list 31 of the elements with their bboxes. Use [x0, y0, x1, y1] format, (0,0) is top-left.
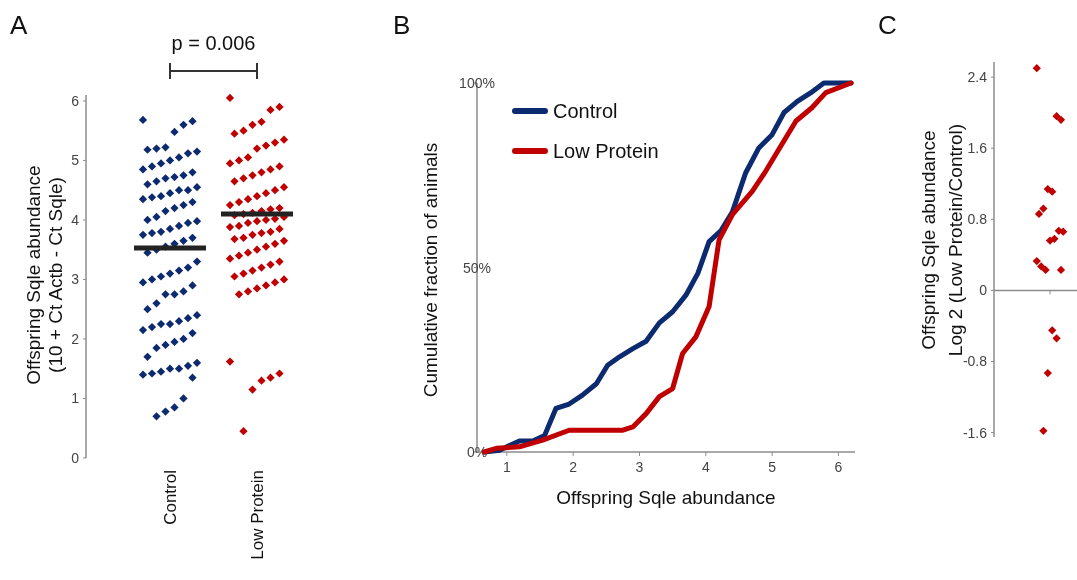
x-axis-title: Offspring Sqle abundance — [556, 487, 776, 508]
y-tick-label: 1.6 — [967, 140, 988, 157]
x-tick-label: Control — [161, 470, 180, 525]
x-tick-label: 3 — [635, 459, 644, 475]
y-tick-label: 2 — [71, 330, 80, 347]
legend-label: Control — [553, 100, 618, 122]
y-tick-label: 3 — [71, 271, 80, 288]
x-tick-label: 5 — [768, 459, 777, 475]
y-axis-title: Offspring Sqle abundance (10 + Ct Actb - Ct Sqle) — [23, 165, 66, 385]
y-axis-title: Cumulative fraction of animals — [420, 142, 441, 398]
y-tick-label: 4 — [71, 211, 80, 228]
x-tick-label: 2 — [569, 459, 578, 475]
chart-title: C — [878, 10, 897, 40]
legend-label: Low Protein — [553, 140, 659, 162]
y-tick-label: 5 — [71, 152, 80, 169]
y-tick-label: 0 — [979, 282, 988, 299]
y-tick-label: 6 — [71, 92, 80, 109]
x-tick-label: 4 — [701, 459, 710, 475]
chart-title: A — [10, 10, 28, 40]
chart-title: B — [393, 10, 411, 40]
y-tick-label: 0 — [71, 450, 80, 466]
y-tick-label: 50% — [462, 259, 492, 276]
y-tick-label: 100% — [459, 75, 495, 91]
text: p = 0.006 — [171, 32, 256, 54]
y-tick-label: 2.4 — [967, 69, 988, 86]
y-tick-label: 1 — [71, 390, 80, 407]
y-tick-label: -1.6 — [962, 424, 988, 441]
x-tick-label: 1 — [502, 459, 511, 475]
y-tick-label: 0.8 — [967, 211, 988, 228]
x-tick-label: Low Protein — [248, 470, 267, 560]
x-tick-label: 6 — [834, 459, 843, 475]
